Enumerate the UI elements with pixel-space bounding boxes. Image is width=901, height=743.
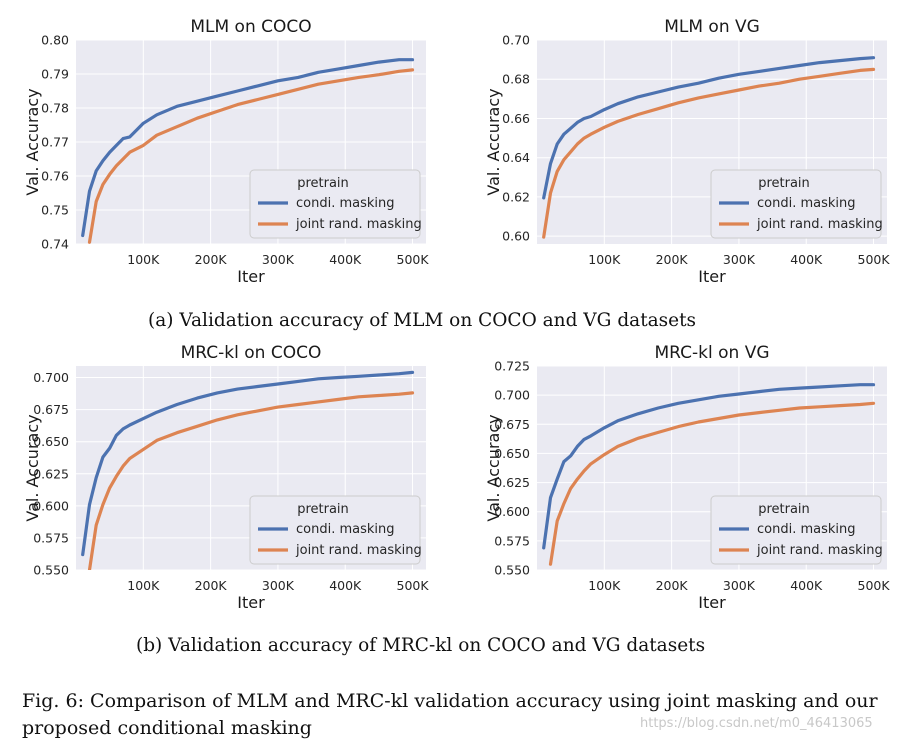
legend-entry: condi. masking bbox=[757, 522, 856, 537]
series-line-condi-masking bbox=[81, 370, 415, 557]
y-axis-label: Val. Accuracy bbox=[23, 414, 42, 521]
legend-box bbox=[710, 495, 882, 565]
chart-title: MRC-kl on VG bbox=[655, 343, 770, 363]
chart-mrckl-coco: 0.550 0.575 0.600 0.625 0.650 0.675 0.700 100K 2… bbox=[23, 343, 430, 612]
series-line-condi-masking bbox=[81, 58, 415, 238]
legend-box bbox=[249, 169, 421, 239]
legend-box bbox=[710, 169, 882, 239]
x-tick-label: 500K bbox=[858, 578, 891, 593]
watermark: https://blog.csdn.net/m0_46413065 bbox=[640, 716, 873, 731]
y-tick-label: 0.625 bbox=[33, 466, 69, 481]
legend-title: pretrain bbox=[297, 502, 349, 517]
legend-entry: condi. masking bbox=[757, 196, 856, 211]
y-tick-label: 0.600 bbox=[33, 498, 69, 513]
series-line-joint-rand-masking bbox=[87, 391, 415, 570]
legend-entry: joint rand. masking bbox=[295, 543, 422, 558]
y-tick-label: 0.76 bbox=[41, 169, 69, 184]
y-tick-label: 0.550 bbox=[494, 563, 530, 578]
subfigure-caption-a: (a) Validation accuracy of MLM on COCO a… bbox=[148, 310, 697, 331]
y-tick-label: 0.68 bbox=[502, 72, 530, 87]
legend-entry: condi. masking bbox=[296, 522, 395, 537]
figure-caption: Fig. 6: Comparison of MLM and MRC-kl val… bbox=[22, 690, 878, 739]
x-tick-label: 200K bbox=[195, 252, 228, 267]
y-tick-label: 0.75 bbox=[41, 203, 69, 218]
x-axis-label: Iter bbox=[698, 593, 726, 612]
y-tick-label: 0.66 bbox=[502, 111, 530, 126]
y-tick-label: 0.650 bbox=[33, 434, 69, 449]
y-tick-label: 0.550 bbox=[33, 563, 69, 578]
y-tick-label: 0.675 bbox=[494, 417, 530, 432]
y-tick-label: 0.700 bbox=[33, 370, 69, 385]
y-axis-label: Val. Accuracy bbox=[484, 88, 503, 195]
x-tick-label: 400K bbox=[790, 578, 823, 593]
x-axis-label: Iter bbox=[237, 593, 265, 612]
y-tick-label: 0.575 bbox=[33, 530, 69, 545]
x-tick-label: 100K bbox=[588, 252, 621, 267]
x-tick-label: 400K bbox=[329, 578, 362, 593]
y-tick-label: 0.725 bbox=[494, 359, 530, 374]
x-tick-label: 200K bbox=[195, 578, 228, 593]
series-line-condi-masking bbox=[542, 56, 876, 200]
y-axis-label: Val. Accuracy bbox=[23, 88, 42, 195]
series-line-joint-rand-masking bbox=[542, 67, 876, 239]
legend-entry: joint rand. masking bbox=[756, 543, 883, 558]
y-tick-label: 0.700 bbox=[494, 388, 530, 403]
chart-mrckl-vg: 0.550 0.575 0.600 0.625 0.650 0.675 0.700 0.725… bbox=[484, 343, 891, 612]
x-tick-label: 500K bbox=[397, 578, 430, 593]
chart-title: MRC-kl on COCO bbox=[181, 343, 322, 363]
x-tick-label: 500K bbox=[858, 252, 891, 267]
y-tick-label: 0.77 bbox=[41, 135, 69, 150]
x-tick-label: 200K bbox=[656, 578, 689, 593]
legend-title: pretrain bbox=[758, 176, 810, 191]
chart-mlm-coco: 0.74 0.75 0.76 0.77 0.78 0.79 0.80 100K 200K 300K… bbox=[23, 17, 430, 286]
x-tick-label: 300K bbox=[723, 252, 756, 267]
x-tick-label: 400K bbox=[329, 252, 362, 267]
y-tick-label: 0.70 bbox=[502, 33, 530, 48]
y-tick-label: 0.64 bbox=[502, 150, 530, 165]
series-line-joint-rand-masking bbox=[87, 68, 415, 244]
y-tick-label: 0.600 bbox=[494, 504, 530, 519]
legend-entry: joint rand. masking bbox=[295, 217, 422, 232]
legend-entry: condi. masking bbox=[296, 196, 395, 211]
chart-title: MLM on VG bbox=[664, 17, 760, 37]
x-tick-label: 100K bbox=[127, 252, 160, 267]
series-line-joint-rand-masking bbox=[548, 401, 876, 566]
x-tick-label: 100K bbox=[127, 578, 160, 593]
y-tick-label: 0.575 bbox=[494, 533, 530, 548]
y-axis-label: Val. Accuracy bbox=[484, 414, 503, 521]
chart-title: MLM on COCO bbox=[190, 17, 311, 37]
y-tick-label: 0.78 bbox=[41, 101, 69, 116]
x-tick-label: 200K bbox=[656, 252, 689, 267]
y-tick-label: 0.74 bbox=[41, 237, 69, 252]
y-tick-label: 0.60 bbox=[502, 229, 530, 244]
chart-mlm-vg: 0.60 0.62 0.64 0.66 0.68 0.70 100K 200K 300K 400K… bbox=[484, 17, 891, 286]
y-tick-label: 0.675 bbox=[33, 402, 69, 417]
y-tick-label: 0.80 bbox=[41, 33, 69, 48]
subfigure-caption-b: (b) Validation accuracy of MRC-kl on COC… bbox=[136, 635, 706, 656]
series-line-condi-masking bbox=[542, 383, 876, 550]
legend-title: pretrain bbox=[758, 502, 810, 517]
x-axis-label: Iter bbox=[237, 267, 265, 286]
x-tick-label: 100K bbox=[588, 578, 621, 593]
y-tick-label: 0.62 bbox=[502, 189, 530, 204]
x-tick-label: 400K bbox=[790, 252, 823, 267]
y-tick-label: 0.79 bbox=[41, 67, 69, 82]
legend-entry: joint rand. masking bbox=[756, 217, 883, 232]
x-tick-label: 300K bbox=[723, 578, 756, 593]
legend-title: pretrain bbox=[297, 176, 349, 191]
x-tick-label: 300K bbox=[262, 252, 295, 267]
x-axis-label: Iter bbox=[698, 267, 726, 286]
y-tick-label: 0.625 bbox=[494, 475, 530, 490]
x-tick-label: 300K bbox=[262, 578, 295, 593]
y-tick-label: 0.650 bbox=[494, 446, 530, 461]
legend-box bbox=[249, 495, 421, 565]
x-tick-label: 500K bbox=[397, 252, 430, 267]
